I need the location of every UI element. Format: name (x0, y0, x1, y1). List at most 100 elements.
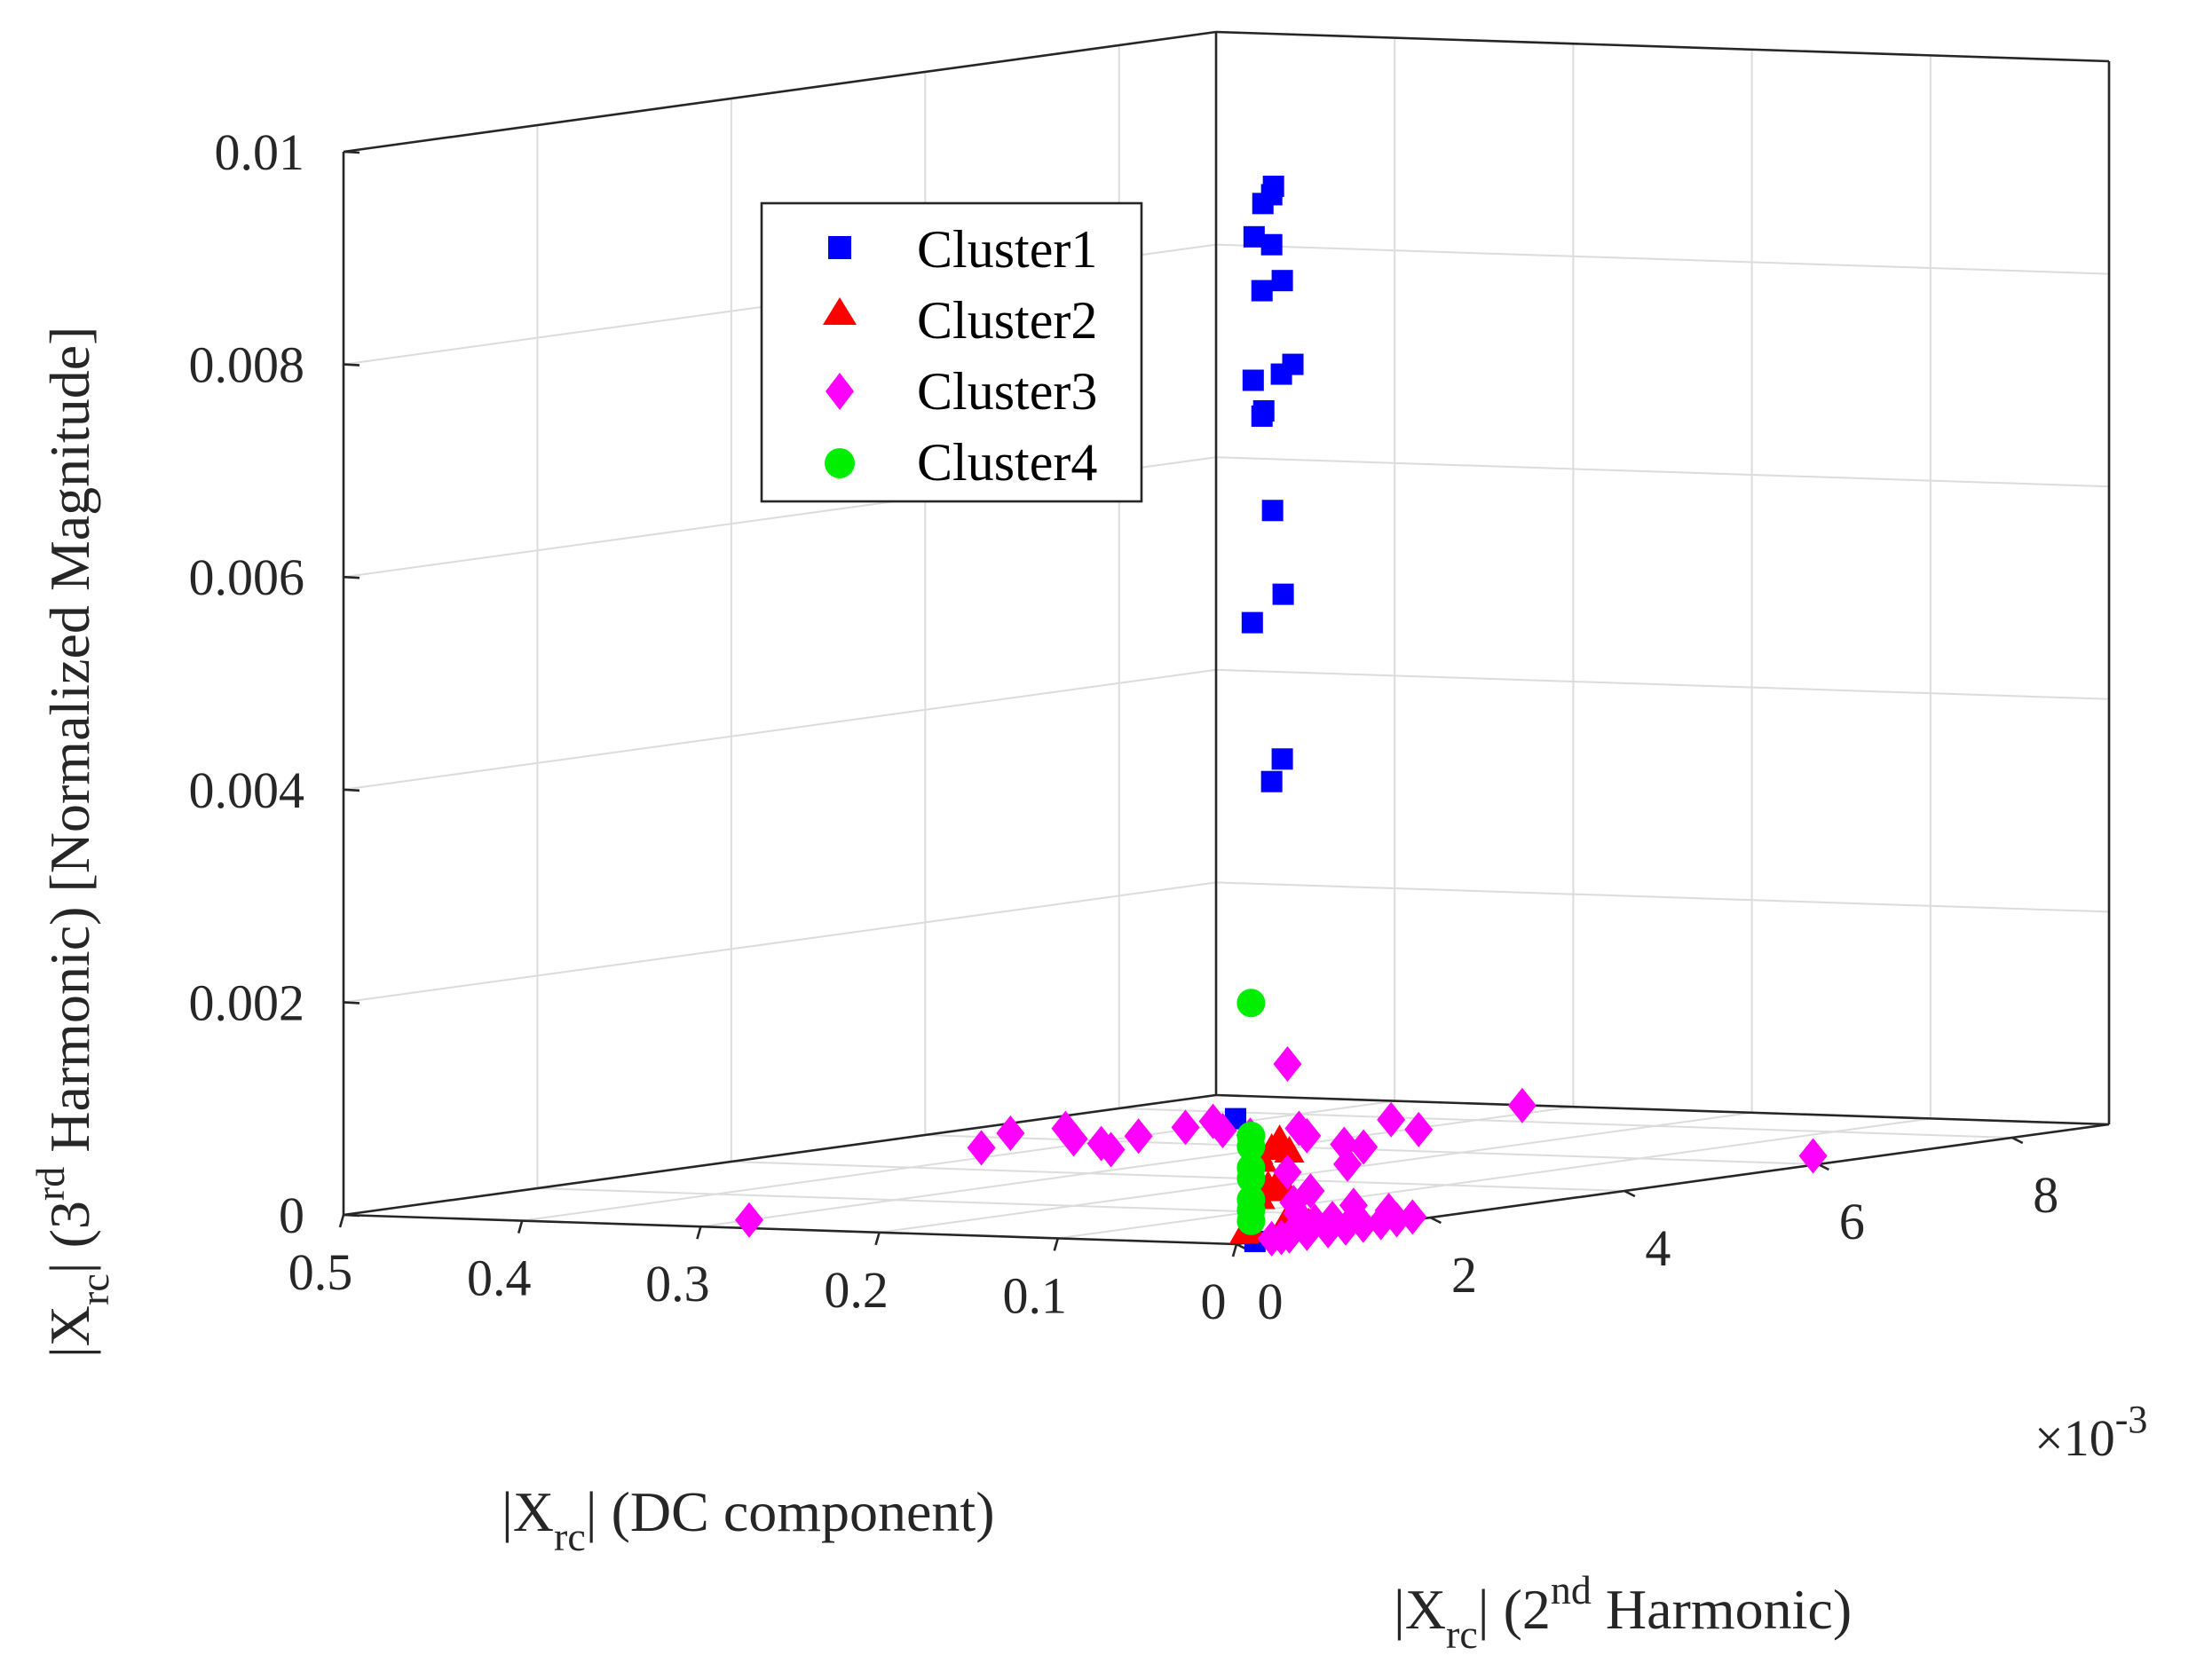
data-point-cluster1 (1251, 405, 1273, 427)
y-tick-mark (2011, 1136, 2024, 1145)
y-tick-mark (1817, 1163, 1829, 1171)
data-point-cluster1 (1252, 193, 1274, 215)
data-point-cluster4 (1236, 1131, 1266, 1161)
y-tick-label: 8 (2033, 1166, 2058, 1224)
legend-item-cluster1: Cluster1 (828, 220, 1097, 279)
grid-line-z (1215, 668, 2110, 700)
data-point-cluster1 (1272, 583, 1294, 605)
box-edge (1215, 30, 2110, 63)
grid-line-x (879, 1111, 1752, 1234)
z-tick-mark (343, 150, 360, 154)
x-tick-mark (874, 1232, 881, 1246)
legend-item-cluster4: Cluster4 (825, 433, 1097, 492)
data-point-cluster3 (1296, 1172, 1325, 1209)
grid-line-z (1215, 243, 2110, 275)
y-tick-mark (1429, 1216, 1442, 1225)
axes-box (338, 30, 2111, 1257)
data-point-cluster1 (1241, 611, 1263, 634)
data-point-cluster3 (1377, 1101, 1406, 1138)
data-point-cluster3 (1374, 1193, 1403, 1229)
z-tick-mark (343, 363, 360, 367)
legend: Cluster1 Cluster2 Cluster3 Cluster4 (760, 201, 1143, 503)
tick-labels: 00.10.20.30.40.50 2 4 6 800.0020.0040.0060.0… (189, 123, 2059, 1330)
legend-marker-diamond (826, 373, 854, 410)
z-axis-label: |Xrc| (3rd Harmonic) [Normalized Magnitu… (28, 327, 117, 1358)
grid-line-z (1215, 881, 2110, 913)
legend-item-cluster2: Cluster2 (823, 291, 1097, 350)
z-tick-label: 0.006 (189, 548, 305, 606)
y-tick-label: 0 (1258, 1273, 1284, 1330)
data-point-cluster3 (1273, 1154, 1302, 1190)
x-tick-mark (696, 1226, 702, 1240)
data-point-cluster3 (1339, 1187, 1368, 1224)
data-point-cluster3 (1059, 1121, 1088, 1157)
data-points (735, 175, 1828, 1257)
data-point-cluster3 (1349, 1129, 1379, 1165)
data-point-cluster3 (967, 1130, 996, 1166)
x-tick-label: 0 (1201, 1273, 1227, 1330)
z-tick-mark (343, 1213, 360, 1218)
data-point-cluster1 (1260, 233, 1283, 256)
grid-line-y (537, 1187, 1431, 1218)
data-point-cluster3 (1333, 1146, 1363, 1182)
y-tick-mark (1623, 1189, 1636, 1198)
data-point-cluster1 (1260, 770, 1283, 792)
x-tick-label: 0.2 (824, 1261, 889, 1319)
grid-lines (343, 31, 2110, 1245)
x-tick-mark (517, 1220, 524, 1234)
x-tick-mark (1053, 1238, 1060, 1251)
data-point-cluster2 (1274, 1135, 1305, 1163)
grid-line-x (1057, 1117, 1931, 1240)
grid-line-z (343, 881, 1217, 1004)
y-axis-label: |Xrc| (2nd Harmonic) (1394, 1567, 1852, 1657)
grid-line-z (1215, 456, 2110, 488)
data-point-cluster3 (1318, 1201, 1347, 1237)
data-point-cluster3 (996, 1115, 1025, 1151)
z-tick-mark (343, 575, 360, 579)
x-tick-label: 0.5 (288, 1243, 353, 1301)
data-point-cluster3 (1404, 1111, 1434, 1147)
x-tick-mark (1231, 1243, 1238, 1257)
legend-marker-circle (825, 448, 855, 478)
legend-marker-square (828, 236, 851, 259)
data-point-cluster4 (1236, 1206, 1266, 1235)
legend-label: Cluster1 (917, 220, 1097, 279)
data-point-cluster1 (1270, 363, 1292, 385)
legend-label: Cluster4 (917, 433, 1097, 492)
x-axis-line (343, 1213, 1237, 1246)
data-point-cluster1 (1251, 280, 1273, 302)
data-point-cluster3 (1257, 1220, 1286, 1257)
data-point-cluster3 (1124, 1118, 1153, 1155)
x-tick-label: 0.1 (1003, 1266, 1068, 1324)
x-tick-label: 0.4 (467, 1249, 532, 1307)
data-point-cluster1 (1271, 748, 1293, 770)
x-tick-mark (338, 1214, 345, 1228)
y-exponent-label: ×10-3 (2034, 1398, 2147, 1467)
data-point-cluster4 (1236, 989, 1266, 1018)
box-edge (1215, 1093, 2110, 1126)
box-edge (343, 30, 1217, 154)
z-tick-label: 0.004 (189, 761, 305, 819)
legend-item-cluster3: Cluster3 (826, 362, 1097, 421)
grid-line-y (1118, 1108, 2012, 1139)
legend-box (760, 201, 1143, 503)
data-point-cluster3 (1208, 1113, 1237, 1149)
y-tick-label: 2 (1451, 1246, 1477, 1304)
data-point-cluster3 (1096, 1131, 1126, 1168)
z-tick-label: 0.008 (189, 336, 305, 394)
data-point-cluster3 (1171, 1109, 1200, 1146)
data-point-cluster3 (1798, 1138, 1828, 1174)
grid-line-y (731, 1161, 1624, 1192)
legend-marker-triangle (823, 297, 857, 325)
data-point-cluster1 (1242, 369, 1264, 391)
data-point-cluster1 (1261, 500, 1284, 522)
y-tick-label: 6 (1839, 1193, 1865, 1250)
y-tick-label: 4 (1645, 1219, 1671, 1277)
legend-label: Cluster2 (917, 291, 1097, 350)
x-axis-label: |Xrc| (DC component) (502, 1480, 995, 1559)
legend-label: Cluster3 (917, 362, 1097, 421)
z-tick-mark (343, 1001, 360, 1005)
data-point-cluster4 (1236, 1163, 1266, 1193)
z-tick-label: 0 (279, 1186, 304, 1244)
